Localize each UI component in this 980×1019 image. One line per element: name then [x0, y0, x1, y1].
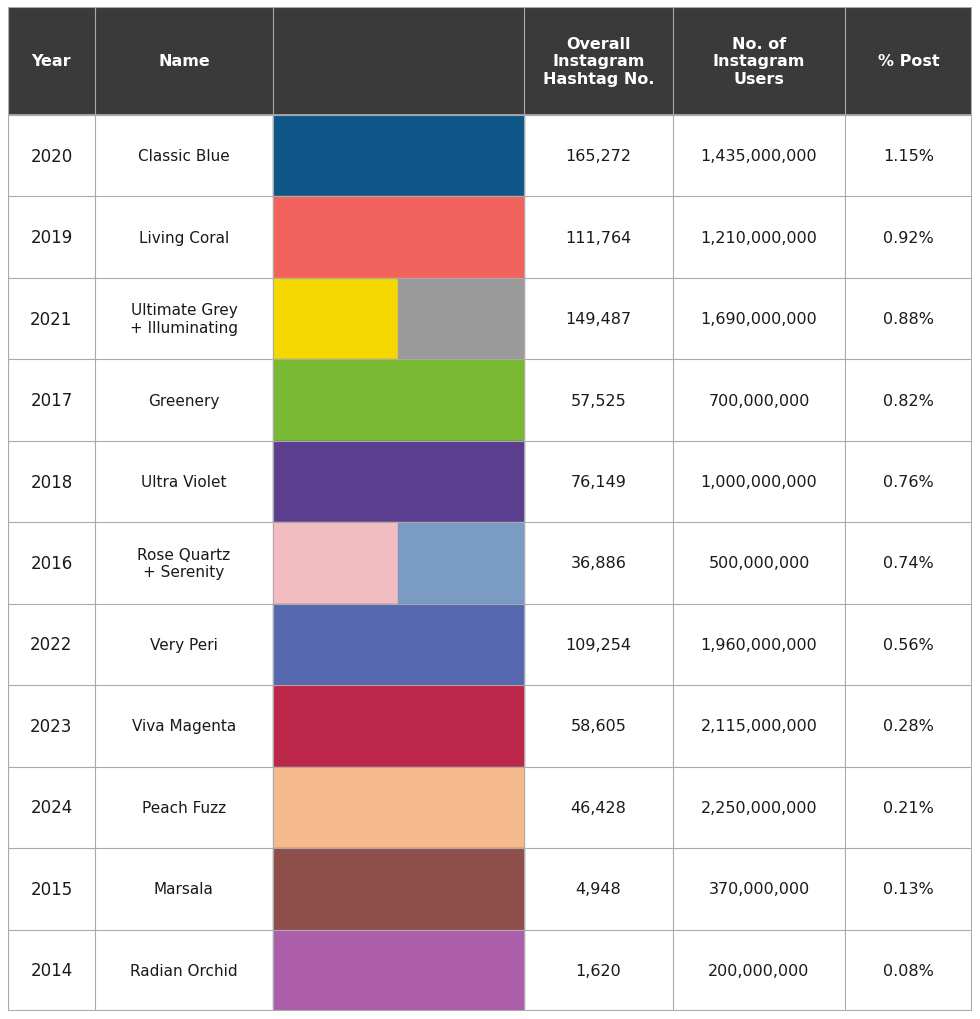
Text: 111,764: 111,764	[565, 230, 631, 246]
Bar	[273, 198, 523, 278]
Text: No. of
Instagram
Users: No. of Instagram Users	[712, 37, 806, 87]
Bar	[8, 604, 972, 686]
Text: Radian Orchid: Radian Orchid	[130, 963, 238, 978]
Bar	[8, 848, 972, 929]
Bar	[8, 198, 972, 278]
Text: Rose Quartz
+ Serenity: Rose Quartz + Serenity	[137, 547, 230, 580]
Text: 2,250,000,000: 2,250,000,000	[701, 800, 817, 815]
Text: 1,210,000,000: 1,210,000,000	[701, 230, 817, 246]
Text: Viva Magenta: Viva Magenta	[131, 718, 236, 734]
Bar	[273, 116, 523, 198]
Bar	[399, 523, 523, 604]
Text: 1,620: 1,620	[575, 963, 621, 978]
Text: 2022: 2022	[30, 636, 73, 654]
Bar	[273, 604, 523, 686]
Text: 370,000,000: 370,000,000	[709, 881, 809, 897]
Text: Peach Fuzz: Peach Fuzz	[142, 800, 226, 815]
Text: 46,428: 46,428	[570, 800, 626, 815]
Text: 0.21%: 0.21%	[883, 800, 934, 815]
Text: 1,435,000,000: 1,435,000,000	[701, 149, 817, 164]
Bar	[273, 523, 399, 604]
Text: 0.74%: 0.74%	[883, 556, 934, 571]
Bar	[8, 441, 972, 523]
Bar	[399, 278, 523, 360]
Text: 0.82%: 0.82%	[883, 393, 934, 409]
Text: 500,000,000: 500,000,000	[709, 556, 809, 571]
Text: 2,115,000,000: 2,115,000,000	[701, 718, 817, 734]
Bar	[273, 848, 523, 929]
Text: Ultra Violet: Ultra Violet	[141, 475, 226, 489]
Text: 2014: 2014	[30, 961, 73, 979]
Text: Name: Name	[158, 54, 210, 69]
Text: Marsala: Marsala	[154, 881, 214, 897]
Text: 2019: 2019	[30, 229, 73, 247]
Text: Greenery: Greenery	[148, 393, 220, 409]
Text: 58,605: 58,605	[570, 718, 626, 734]
Text: 0.08%: 0.08%	[883, 963, 934, 978]
Text: 2016: 2016	[30, 554, 73, 573]
Text: Very Peri: Very Peri	[150, 637, 218, 652]
Text: 36,886: 36,886	[570, 556, 626, 571]
Text: Year: Year	[31, 54, 72, 69]
Text: 165,272: 165,272	[565, 149, 631, 164]
Bar	[8, 360, 972, 441]
Text: 1,960,000,000: 1,960,000,000	[701, 637, 817, 652]
Bar	[273, 360, 523, 441]
Text: 0.28%: 0.28%	[883, 718, 934, 734]
Text: Overall
Instagram
Hashtag No.: Overall Instagram Hashtag No.	[543, 37, 655, 87]
Text: 2024: 2024	[30, 799, 73, 816]
Bar	[8, 686, 972, 767]
Text: 2021: 2021	[30, 311, 73, 328]
Text: 1,690,000,000: 1,690,000,000	[701, 312, 817, 327]
Text: 0.92%: 0.92%	[883, 230, 934, 246]
Text: 109,254: 109,254	[565, 637, 631, 652]
Bar	[273, 441, 523, 523]
Text: 2020: 2020	[30, 148, 73, 165]
Text: Living Coral: Living Coral	[139, 230, 229, 246]
Text: 2015: 2015	[30, 880, 73, 898]
Text: 0.56%: 0.56%	[883, 637, 934, 652]
Text: 2018: 2018	[30, 473, 73, 491]
Text: % Post: % Post	[877, 54, 939, 69]
Bar	[8, 8, 972, 116]
Bar	[8, 278, 972, 360]
Text: 149,487: 149,487	[565, 312, 631, 327]
Text: 1.15%: 1.15%	[883, 149, 934, 164]
Bar	[8, 116, 972, 198]
Text: 2017: 2017	[30, 391, 73, 410]
Text: Classic Blue: Classic Blue	[138, 149, 229, 164]
Bar	[273, 686, 523, 767]
Bar	[8, 523, 972, 604]
Text: 200,000,000: 200,000,000	[709, 963, 809, 978]
Bar	[8, 767, 972, 848]
Bar	[273, 767, 523, 848]
Text: 2023: 2023	[30, 717, 73, 735]
Text: 0.13%: 0.13%	[883, 881, 934, 897]
Text: 57,525: 57,525	[570, 393, 626, 409]
Bar	[273, 278, 399, 360]
Text: 76,149: 76,149	[570, 475, 626, 489]
Text: Ultimate Grey
+ Illuminating: Ultimate Grey + Illuminating	[130, 303, 238, 335]
Text: 1,000,000,000: 1,000,000,000	[701, 475, 817, 489]
Text: 0.88%: 0.88%	[883, 312, 934, 327]
Text: 4,948: 4,948	[575, 881, 621, 897]
Bar	[8, 929, 972, 1011]
Text: 0.76%: 0.76%	[883, 475, 934, 489]
Text: 700,000,000: 700,000,000	[709, 393, 809, 409]
Bar	[273, 929, 523, 1011]
